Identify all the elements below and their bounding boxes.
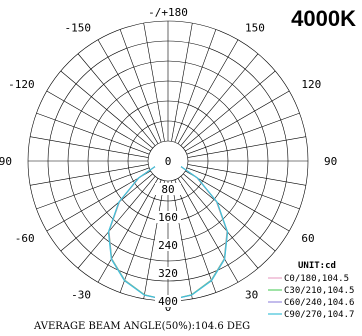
angle-label: 150 [245, 22, 265, 35]
tick-label-bg [155, 155, 181, 167]
radial-tick-labels: 0 80 160 240 320 400 [155, 155, 181, 308]
legend-entry: C90/270,104.7 [284, 310, 354, 320]
grid-spoke [97, 178, 159, 283]
angle-label: -120 [8, 78, 35, 91]
tick-label-bg [155, 295, 181, 307]
tick-label-bg [155, 211, 181, 223]
grid-spoke [185, 90, 290, 152]
angle-label: 60 [301, 232, 314, 245]
grid-spoke [180, 53, 259, 146]
grid-spoke [174, 179, 217, 293]
angle-label: -/+180 [148, 6, 188, 19]
grid-spoke [60, 70, 153, 149]
angle-label: -90 [0, 155, 12, 168]
grid-spoke [77, 176, 156, 269]
beam-angle-caption: AVERAGE BEAM ANGLE(50%):104.6 DEG [33, 321, 250, 332]
grid-spoke [46, 170, 151, 232]
legend-entry: C30/210,104.5 [284, 286, 354, 296]
tick-label-bg [155, 183, 181, 195]
grid-spoke [143, 23, 165, 142]
grid-spoke [183, 70, 276, 149]
grid-spoke [177, 39, 239, 144]
radial-tick-label: 80 [161, 183, 174, 196]
grid-spoke [30, 136, 149, 158]
legend-entry: C0/180,104.5 [284, 274, 349, 284]
grid-spoke [183, 173, 276, 252]
angle-label: 120 [301, 78, 321, 91]
angle-label: 0 [165, 301, 172, 314]
grid-spoke [171, 180, 193, 299]
radial-tick-label: 240 [158, 239, 178, 252]
angle-labels: -/+180 150 120 90 60 30 0 -30 -60 -90 -120 -150 [0, 6, 337, 314]
tick-label-bg [155, 267, 181, 279]
radial-tick-label: 400 [158, 295, 178, 308]
grid-spoke [185, 170, 290, 232]
grid-spoke [171, 23, 193, 142]
grid-spoke [180, 176, 259, 269]
tick-label-bg [155, 239, 181, 251]
grid-spoke [187, 136, 306, 158]
cct-badge: 4000K [291, 6, 356, 31]
grid-spoke [186, 112, 300, 155]
legend-entry: C60/240,104.6 [284, 298, 354, 308]
grid-spoke [119, 179, 162, 293]
angle-label: 30 [245, 288, 258, 301]
grid-spoke [60, 173, 153, 252]
unit-label: UNIT:cd [298, 261, 336, 271]
radial-tick-label: 0 [165, 155, 172, 168]
grid-spoke [46, 90, 151, 152]
radial-tick-label: 320 [158, 267, 178, 280]
grid-spoke [36, 167, 150, 210]
angle-label: -30 [71, 288, 91, 301]
grid-spoke [143, 180, 165, 299]
grid-spoke [187, 164, 306, 186]
grid-spoke [30, 164, 149, 186]
grid-spoke [77, 53, 156, 146]
grid-spoke [174, 29, 217, 143]
grid-spoke [97, 39, 159, 144]
grid-spoke [119, 29, 162, 143]
legend: C0/180,104.5 C30/210,104.5 C60/240,104.6 C9… [268, 274, 354, 320]
grid-spoke [186, 167, 300, 210]
angle-label: -150 [65, 22, 92, 35]
grid-spoke [177, 178, 239, 283]
radial-tick-label: 160 [158, 211, 178, 224]
grid-spoke [36, 112, 150, 155]
angle-label: 90 [324, 155, 337, 168]
angle-label: -60 [15, 232, 35, 245]
